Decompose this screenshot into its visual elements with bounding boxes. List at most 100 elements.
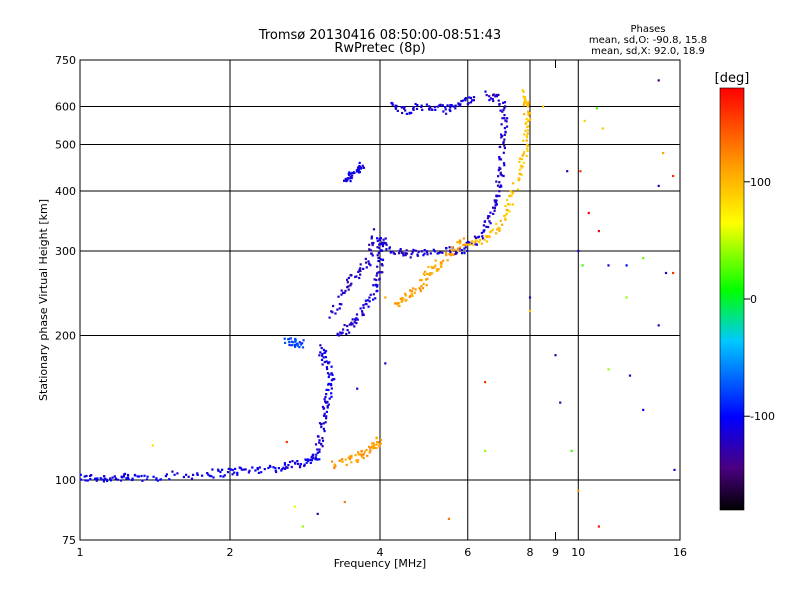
echo-point (284, 467, 287, 470)
echo-point (414, 288, 417, 291)
echo-point (522, 90, 525, 93)
echo-point (296, 460, 299, 463)
echo-point (484, 90, 487, 93)
echo-point (566, 170, 569, 173)
echo-point (527, 112, 530, 115)
echo-point (277, 467, 280, 470)
echo-point (484, 449, 487, 452)
echo-point (470, 242, 473, 245)
echo-point (133, 473, 136, 477)
echo-point (320, 443, 323, 446)
echo-point (321, 437, 324, 440)
echo-point (414, 102, 417, 106)
echo-point (428, 273, 431, 276)
echo-point (113, 475, 116, 478)
echo-point (403, 106, 406, 109)
echo-point (523, 133, 526, 136)
echo-point (482, 230, 485, 233)
echo-point (483, 220, 487, 223)
echo-point (527, 119, 530, 123)
echo-point (314, 456, 317, 459)
echo-point (528, 118, 531, 122)
echo-point (362, 166, 366, 169)
echo-point (464, 97, 467, 100)
echo-point (346, 278, 349, 281)
echo-point (372, 446, 375, 450)
echo-point (450, 249, 453, 252)
echo-point (325, 366, 328, 369)
echo-point (331, 373, 334, 376)
echo-point (221, 468, 224, 471)
echo-point (391, 102, 394, 105)
echo-point (349, 284, 352, 287)
echo-point (415, 107, 419, 110)
echo-point (449, 109, 452, 113)
echo-point (511, 191, 515, 194)
echo-point (114, 477, 117, 480)
echo-point (217, 468, 220, 471)
echo-point (475, 243, 478, 246)
echo-point (104, 477, 107, 480)
echo-point (346, 329, 349, 332)
echo-point (438, 104, 441, 107)
echo-point (316, 451, 319, 454)
echo-point (126, 476, 130, 479)
echo-point (376, 237, 379, 240)
echo-point (467, 102, 470, 105)
echo-point (527, 103, 530, 106)
echo-point (431, 108, 434, 111)
echo-point (325, 388, 328, 391)
phases-heading: Phases (630, 24, 665, 35)
echo-point (518, 168, 521, 171)
echo-point (311, 454, 314, 457)
echo-point (327, 382, 331, 385)
echo-point (395, 105, 399, 108)
echo-point (320, 423, 323, 426)
echo-point (426, 253, 429, 256)
echo-point (492, 99, 495, 103)
echo-point (350, 282, 353, 285)
echo-point (140, 474, 143, 478)
echo-point (501, 117, 504, 120)
echo-point (416, 253, 419, 256)
echo-point (441, 251, 444, 254)
echo-point (316, 448, 319, 451)
echo-point (408, 112, 411, 115)
echo-point (459, 103, 462, 106)
echo-point (525, 136, 529, 139)
echo-point (302, 339, 305, 342)
echo-point (176, 472, 179, 475)
echo-point (412, 107, 415, 110)
echo-point (314, 443, 318, 446)
echo-point (527, 101, 530, 104)
echo-point (359, 273, 362, 276)
echo-point (447, 517, 450, 520)
colorbar-label: [deg] (715, 71, 750, 86)
echo-point (468, 243, 472, 246)
echo-point (219, 475, 222, 478)
echo-point (471, 99, 474, 102)
colorbar-tick-label: 0 (750, 293, 757, 306)
echo-point (429, 272, 432, 275)
echo-point (375, 290, 378, 293)
echo-point (229, 468, 233, 471)
echo-point (340, 289, 343, 292)
echo-point (359, 453, 362, 456)
echo-point (376, 254, 379, 257)
echo-point (268, 464, 272, 467)
echo-point (525, 117, 528, 120)
echo-point (343, 179, 346, 182)
echo-point (307, 460, 310, 463)
echo-point (346, 286, 349, 289)
echo-point (503, 117, 506, 120)
echo-point (164, 475, 167, 478)
echo-point (479, 239, 482, 242)
echo-point (446, 259, 449, 262)
echo-point (355, 317, 358, 320)
echo-point (212, 476, 215, 479)
echo-point (417, 250, 420, 254)
echo-point (625, 264, 628, 267)
echo-point (474, 239, 477, 242)
x-tick-label: 6 (464, 546, 471, 559)
echo-point (559, 401, 562, 404)
